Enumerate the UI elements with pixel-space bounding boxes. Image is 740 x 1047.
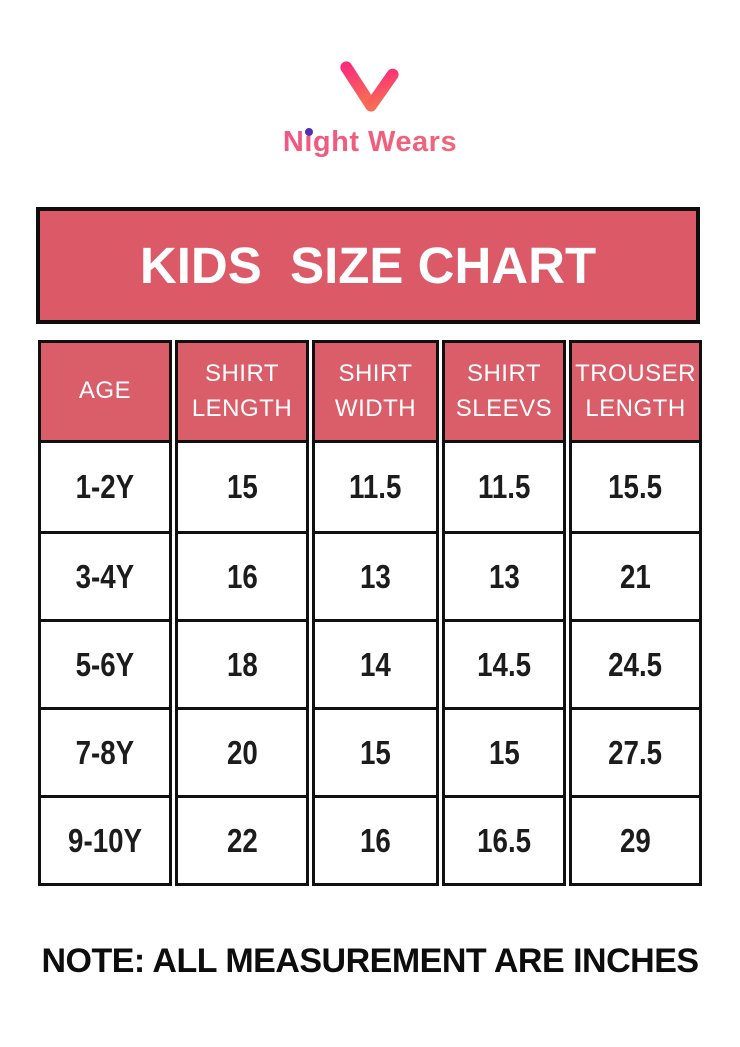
- table-cell: 15: [315, 707, 436, 795]
- column-trouser-length: TROUSER LENGTH 15.5 21 24.5 27.5 29: [569, 340, 702, 886]
- column-header: SHIRT WIDTH: [315, 343, 436, 443]
- table-cell: 16: [178, 531, 306, 619]
- cell-value: 16.5: [477, 821, 531, 859]
- cell-value: 15.5: [608, 468, 663, 505]
- table-cell: 22: [178, 795, 306, 883]
- column-header: SHIRT SLEEVS: [445, 343, 563, 443]
- cell-value: 5-6Y: [75, 645, 135, 683]
- table-cell: 21: [572, 531, 699, 619]
- wordmark-i-dot: [305, 128, 313, 136]
- table-cell: 13: [315, 531, 436, 619]
- cell-value: 14: [360, 645, 391, 683]
- column-header: TROUSER LENGTH: [572, 343, 699, 443]
- cell-value: 18: [226, 645, 258, 683]
- table-cell: 24.5: [572, 619, 699, 707]
- column-shirt-length: SHIRT LENGTH 15 16 18 20 22: [175, 340, 309, 886]
- table-cell: 16.5: [445, 795, 563, 883]
- cell-value: 22: [226, 821, 258, 859]
- column-shirt-width: SHIRT WIDTH 11.5 13 14 15 16: [312, 340, 439, 886]
- cell-value: 13: [488, 557, 520, 595]
- night-wears-logo-icon: [340, 60, 400, 116]
- cell-value: 13: [360, 557, 391, 595]
- cell-value: 16: [360, 821, 391, 859]
- cell-value: 3-4Y: [75, 557, 135, 595]
- table-cell: 16: [315, 795, 436, 883]
- column-age: AGE 1-2Y 3-4Y 5-6Y 7-8Y 9-10Y: [38, 340, 172, 886]
- table-cell: 5-6Y: [41, 619, 169, 707]
- table-cell: 14: [315, 619, 436, 707]
- measurement-note: NOTE: ALL MEASUREMENT ARE INCHES: [41, 942, 699, 980]
- cell-value: 14.5: [477, 645, 531, 683]
- table-cell: 13: [445, 531, 563, 619]
- cell-value: 16: [226, 557, 258, 595]
- table-cell: 15.5: [572, 443, 699, 531]
- table-cell: 27.5: [572, 707, 699, 795]
- table-cell: 9-10Y: [41, 795, 169, 883]
- column-shirt-sleeves: SHIRT SLEEVS 11.5 13 14.5 15 16.5: [442, 340, 566, 886]
- banner-title: KIDS SIZE CHART: [139, 237, 597, 294]
- cell-value: 15: [226, 468, 258, 505]
- table-cell: 20: [178, 707, 306, 795]
- table-cell: 18: [178, 619, 306, 707]
- column-header: AGE: [41, 343, 169, 443]
- cell-value: 29: [620, 821, 651, 859]
- size-chart-banner: KIDS SIZE CHART: [36, 207, 700, 324]
- table-cell: 15: [178, 443, 306, 531]
- table-cell: 7-8Y: [41, 707, 169, 795]
- cell-value: 21: [620, 557, 651, 595]
- cell-value: 20: [226, 733, 258, 771]
- cell-value: 27.5: [608, 733, 663, 771]
- table-cell: 11.5: [315, 443, 436, 531]
- cell-value: 15: [488, 733, 520, 771]
- cell-value: 1-2Y: [75, 468, 135, 505]
- cell-value: 7-8Y: [75, 733, 135, 771]
- table-cell: 3-4Y: [41, 531, 169, 619]
- cell-value: 24.5: [608, 645, 663, 683]
- table-cell: 1-2Y: [41, 443, 169, 531]
- brand-wordmark: Night Wears: [0, 126, 740, 159]
- table-cell: 11.5: [445, 443, 563, 531]
- table-cell: 29: [572, 795, 699, 883]
- table-cell: 14.5: [445, 619, 563, 707]
- cell-value: 9-10Y: [68, 821, 142, 859]
- cell-value: 11.5: [349, 468, 402, 505]
- cell-value: 11.5: [477, 468, 531, 505]
- size-table: AGE 1-2Y 3-4Y 5-6Y 7-8Y 9-10Y SHIRT LENG…: [38, 340, 702, 886]
- cell-value: 15: [360, 733, 391, 771]
- table-cell: 15: [445, 707, 563, 795]
- column-header: SHIRT LENGTH: [178, 343, 306, 443]
